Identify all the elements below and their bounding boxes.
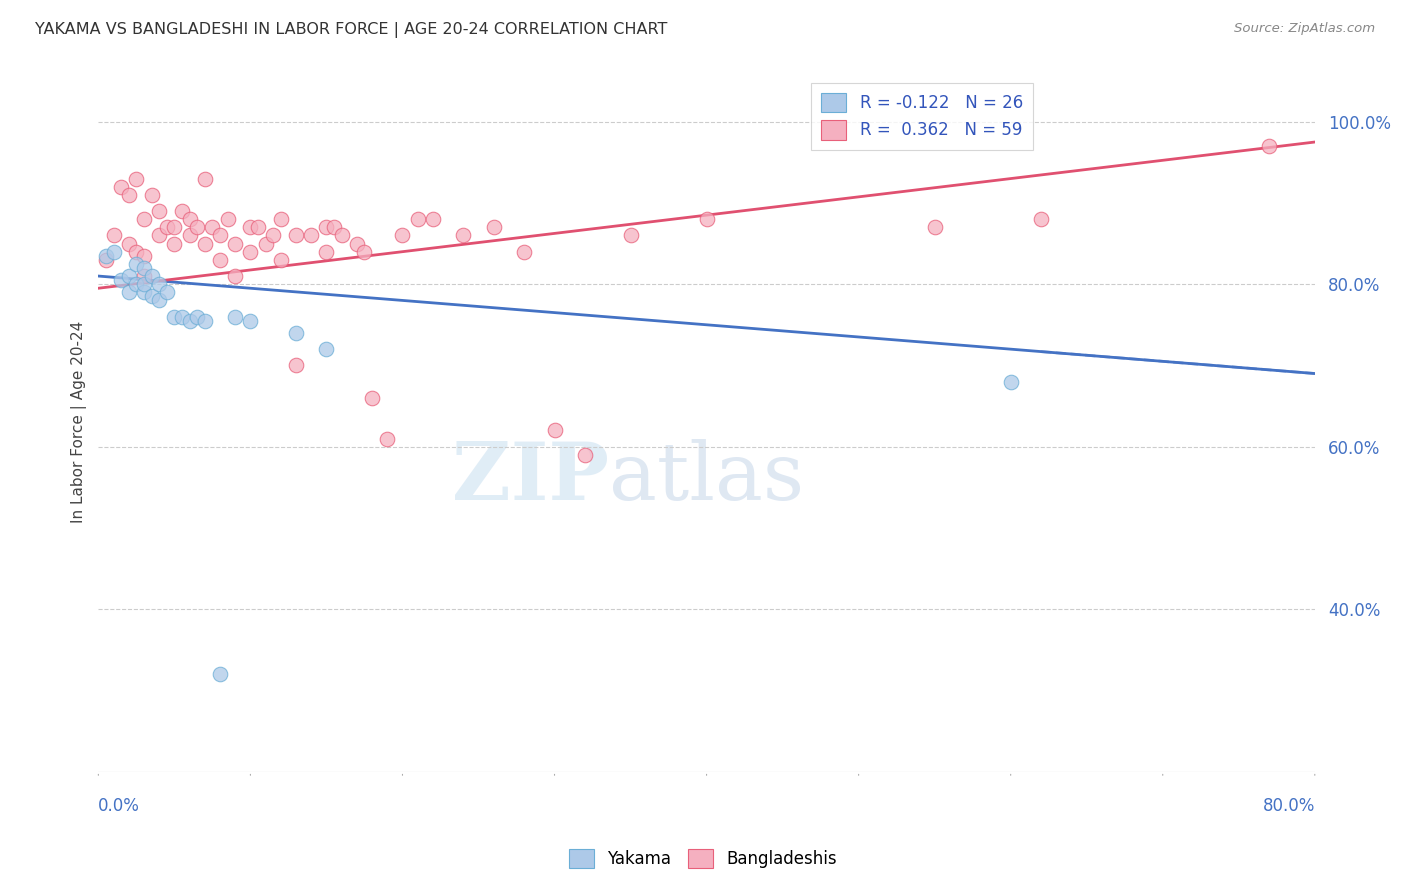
Point <box>696 212 718 227</box>
Text: YAKAMA VS BANGLADESHI IN LABOR FORCE | AGE 20-24 CORRELATION CHART: YAKAMA VS BANGLADESHI IN LABOR FORCE | A… <box>35 22 668 38</box>
Point <box>315 342 337 356</box>
Point <box>239 314 262 328</box>
Point <box>179 314 201 328</box>
Point <box>132 260 155 275</box>
Point <box>148 204 170 219</box>
Point <box>194 171 217 186</box>
Point <box>208 252 231 267</box>
Text: ZIP: ZIP <box>453 439 609 517</box>
Point <box>208 667 231 681</box>
Text: Source: ZipAtlas.com: Source: ZipAtlas.com <box>1234 22 1375 36</box>
Point <box>315 220 337 235</box>
Text: 0.0%: 0.0% <box>98 797 141 814</box>
Point <box>148 277 170 292</box>
Point <box>148 293 170 308</box>
Point <box>94 252 117 267</box>
Point <box>513 244 536 259</box>
Point <box>924 220 946 235</box>
Point <box>125 257 148 271</box>
Point <box>132 285 155 300</box>
Point <box>110 273 132 287</box>
Point <box>132 277 155 292</box>
Point <box>270 212 292 227</box>
Point <box>103 228 125 243</box>
Point <box>422 212 444 227</box>
Point <box>619 228 641 243</box>
Text: 80.0%: 80.0% <box>1263 797 1315 814</box>
Point <box>482 220 505 235</box>
Point <box>247 220 270 235</box>
Point <box>186 310 208 324</box>
Point <box>217 212 239 227</box>
Point <box>543 424 565 438</box>
Point <box>179 228 201 243</box>
Point <box>208 228 231 243</box>
Point <box>118 236 141 251</box>
Point <box>1000 375 1022 389</box>
Point <box>239 244 262 259</box>
Point <box>163 310 186 324</box>
Point <box>194 236 217 251</box>
Point <box>132 249 155 263</box>
Point <box>323 220 346 235</box>
Point <box>156 285 179 300</box>
Point <box>170 310 193 324</box>
Point <box>132 268 155 283</box>
Point <box>110 179 132 194</box>
Point <box>353 244 375 259</box>
Point <box>285 326 308 340</box>
Point <box>224 268 246 283</box>
Point <box>125 171 148 186</box>
Point <box>141 268 163 283</box>
Point <box>375 432 398 446</box>
Point <box>361 391 384 405</box>
Point <box>148 228 170 243</box>
Point <box>132 212 155 227</box>
Point <box>406 212 429 227</box>
Point <box>254 236 277 251</box>
Point <box>141 187 163 202</box>
Point <box>224 310 246 324</box>
Point <box>201 220 224 235</box>
Point <box>224 236 246 251</box>
Point <box>141 289 163 303</box>
Point <box>315 244 337 259</box>
Legend: Yakama, Bangladeshis: Yakama, Bangladeshis <box>562 842 844 875</box>
Y-axis label: In Labor Force | Age 20-24: In Labor Force | Age 20-24 <box>72 321 87 524</box>
Point <box>170 204 193 219</box>
Point <box>285 359 308 373</box>
Point <box>125 244 148 259</box>
Point <box>262 228 284 243</box>
Legend: R = -0.122   N = 26, R =  0.362   N = 59: R = -0.122 N = 26, R = 0.362 N = 59 <box>811 83 1033 150</box>
Point <box>330 228 353 243</box>
Point <box>239 220 262 235</box>
Point <box>125 277 148 292</box>
Point <box>179 212 201 227</box>
Point <box>1258 139 1281 153</box>
Point <box>186 220 208 235</box>
Point <box>391 228 413 243</box>
Point <box>299 228 322 243</box>
Point <box>453 228 475 243</box>
Point <box>156 220 179 235</box>
Point <box>118 285 141 300</box>
Point <box>194 314 217 328</box>
Point <box>163 236 186 251</box>
Point <box>270 252 292 267</box>
Point <box>103 244 125 259</box>
Point <box>574 448 596 462</box>
Text: atlas: atlas <box>609 439 804 517</box>
Point <box>346 236 368 251</box>
Point <box>118 268 141 283</box>
Point <box>163 220 186 235</box>
Point <box>94 249 117 263</box>
Point <box>285 228 308 243</box>
Point <box>1029 212 1052 227</box>
Point <box>118 187 141 202</box>
